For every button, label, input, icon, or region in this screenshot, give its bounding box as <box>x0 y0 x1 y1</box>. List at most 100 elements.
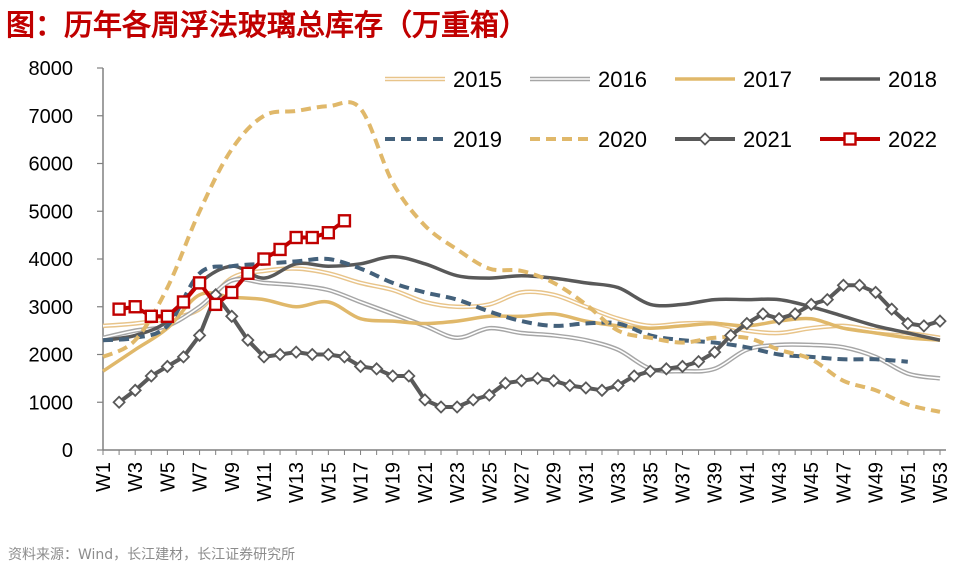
y-tick-label: 1000 <box>29 392 74 414</box>
legend-label-2016: 2016 <box>598 67 647 92</box>
x-tick-label: W19 <box>383 462 405 503</box>
series-2021-point <box>707 345 722 359</box>
x-tick-label: W23 <box>447 462 469 503</box>
x-tick-label: W17 <box>351 462 373 503</box>
legend-label-2019: 2019 <box>453 127 502 152</box>
series-2021-point <box>466 393 480 407</box>
y-tick-label: 2000 <box>29 345 74 367</box>
series-2022-point <box>305 230 319 245</box>
series-2021-point <box>498 376 513 390</box>
x-tick-label: W33 <box>608 462 630 503</box>
series-2021-point <box>385 369 400 383</box>
series-2021-point <box>176 350 191 364</box>
y-tick-label: 0 <box>62 440 73 462</box>
x-tick-label: W1 <box>93 462 115 492</box>
series-2021-point <box>691 354 706 369</box>
legend-label-2017: 2017 <box>743 67 792 92</box>
series-2021-point <box>723 328 738 343</box>
chart-title: 图：历年各周浮法玻璃总库存（万重箱） <box>6 8 529 42</box>
series-2021-point <box>402 369 416 383</box>
series-2017 <box>102 291 941 373</box>
series-2021-point <box>514 373 529 388</box>
legend-label-2020: 2020 <box>598 127 647 152</box>
legend-item-2016: 2016 <box>530 67 647 92</box>
series-2021-point <box>852 278 867 293</box>
x-tick-label: W35 <box>640 462 662 503</box>
x-tick-label: W9 <box>222 462 244 492</box>
x-tick-label: W21 <box>415 462 437 503</box>
series-2020-line <box>102 100 941 414</box>
series-2017-line <box>102 291 941 373</box>
series-2022-point <box>176 295 191 309</box>
series-2022-point <box>225 285 239 300</box>
series-2022-point <box>160 309 175 323</box>
series-2022-point <box>241 266 255 281</box>
series-2021-point <box>273 347 287 362</box>
x-tick-label: W45 <box>801 462 823 503</box>
series-2021-point <box>530 371 545 386</box>
x-tick-label: W43 <box>769 462 791 503</box>
series-2021-point <box>192 328 207 343</box>
x-tick-label: W27 <box>512 462 534 503</box>
series-2021-point <box>144 369 159 383</box>
series-2022-point <box>337 214 352 228</box>
series-2021-point <box>820 292 835 307</box>
legend-item-2018: 2018 <box>820 67 937 92</box>
series-2021-point <box>933 314 947 328</box>
series-2021-point <box>643 364 658 378</box>
series-2022 <box>112 214 352 323</box>
series-2021-point <box>482 388 497 402</box>
series-2021-point <box>756 307 770 321</box>
y-tick-label: 5000 <box>29 201 74 223</box>
series-2019 <box>102 256 908 364</box>
series-2021-point <box>868 285 883 300</box>
series-2021-point <box>305 347 320 362</box>
series-2018 <box>102 254 941 342</box>
series-2015-line-inner <box>102 267 941 339</box>
series-2022-point <box>208 297 223 312</box>
series-2021-point <box>740 316 754 331</box>
legend-marker-2022 <box>843 132 857 146</box>
legend-item-2020: 2020 <box>530 127 647 152</box>
x-tick-label: W15 <box>318 462 340 503</box>
series-2021-point <box>772 311 786 326</box>
series-2019-line <box>102 256 908 364</box>
legend-label-2018: 2018 <box>888 67 937 92</box>
series-2021-point <box>160 359 175 374</box>
series-2021-point <box>450 400 464 414</box>
series-2021-point <box>675 359 690 374</box>
series-2021-point <box>321 347 336 362</box>
series-2022-point <box>289 230 303 245</box>
series-2022-point <box>321 226 336 240</box>
x-tick-label: W41 <box>737 462 759 503</box>
series-2021-point <box>353 359 368 374</box>
legend-label-2021: 2021 <box>743 127 792 152</box>
legend-item-2017: 2017 <box>675 67 792 92</box>
legend-item-2015: 2015 <box>385 67 502 92</box>
series-2022-point <box>273 242 287 257</box>
series-2021-point <box>595 383 609 398</box>
y-tick-label: 8000 <box>29 58 74 80</box>
series-2021-point <box>128 383 142 398</box>
x-tick-label: W29 <box>544 462 566 503</box>
legend-label-2015: 2015 <box>453 67 502 92</box>
chart-legend: 2015 2016 2017 2018 2019 2020 2021 2022 <box>385 67 937 152</box>
x-tick-label: W25 <box>479 462 501 503</box>
series-2022-point <box>257 252 271 266</box>
series-2021-point <box>804 297 819 312</box>
y-tick-label: 4000 <box>29 249 74 271</box>
series-2021-point <box>788 307 802 321</box>
x-tick-label: W3 <box>125 462 147 492</box>
y-tick-label: 3000 <box>29 297 74 319</box>
x-tick-label: W13 <box>286 462 308 503</box>
series-2020 <box>102 100 941 414</box>
series-2021-point <box>884 302 899 316</box>
series-2021-point <box>434 400 448 414</box>
series-2021-point <box>257 350 271 364</box>
x-tick-label: W53 <box>930 462 952 503</box>
legend-item-2022: 2022 <box>820 127 937 152</box>
series-2022-point <box>128 300 142 314</box>
x-tick-label: W5 <box>157 462 179 492</box>
series-2021 <box>112 278 947 414</box>
